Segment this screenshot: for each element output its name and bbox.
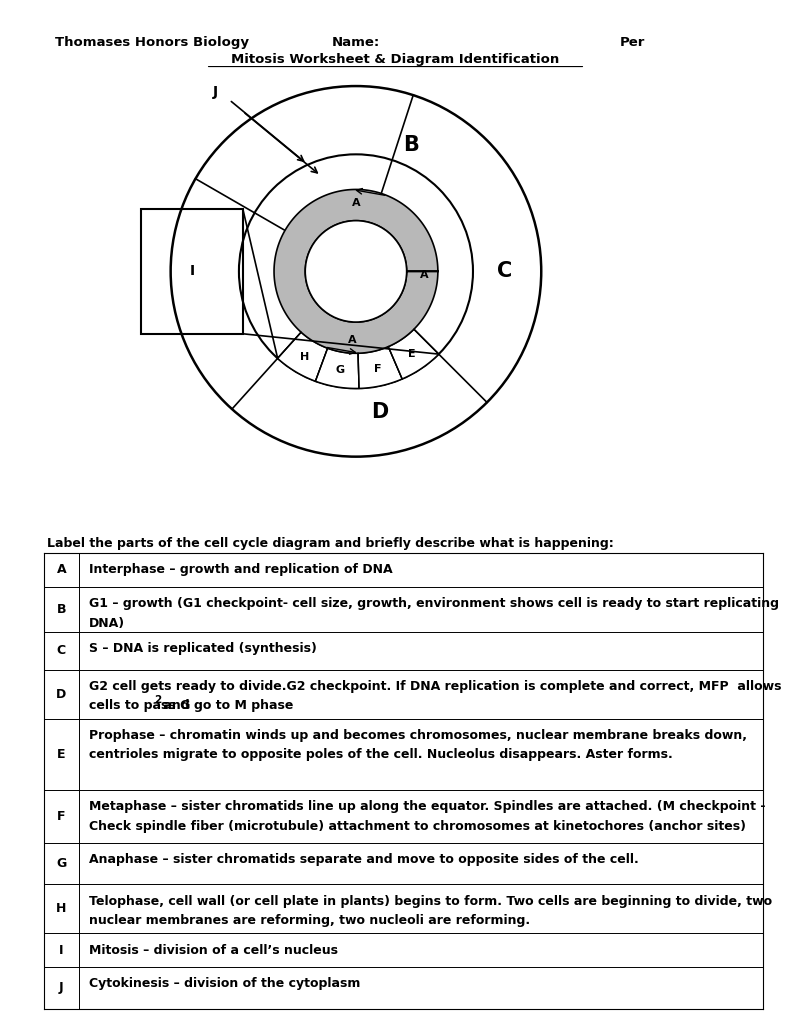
Text: G1 – growth (G1 checkpoint- cell size, growth, environment shows cell is ready t: G1 – growth (G1 checkpoint- cell size, g…: [89, 597, 778, 610]
Text: F: F: [373, 364, 381, 374]
Text: Check spindle fiber (microtubule) attachment to chromosomes at kinetochores (anc: Check spindle fiber (microtubule) attach…: [89, 820, 746, 833]
Text: D: D: [371, 401, 388, 422]
Text: A: A: [352, 198, 360, 208]
Text: Metaphase – sister chromatids line up along the equator. Spindles are attached. : Metaphase – sister chromatids line up al…: [89, 801, 765, 813]
Text: Prophase – chromatin winds up and becomes chromosomes, nuclear membrane breaks d: Prophase – chromatin winds up and become…: [89, 729, 747, 742]
Text: H: H: [56, 902, 66, 915]
Text: Interphase – growth and replication of DNA: Interphase – growth and replication of D…: [89, 563, 392, 577]
Text: A: A: [348, 335, 357, 345]
Text: G2 cell gets ready to divide.G2 checkpoint. If DNA replication is complete and c: G2 cell gets ready to divide.G2 checkpoi…: [89, 680, 781, 693]
Text: S – DNA is replicated (synthesis): S – DNA is replicated (synthesis): [89, 642, 316, 655]
Text: B: B: [56, 603, 66, 616]
Text: I: I: [59, 944, 63, 956]
Text: E: E: [408, 349, 415, 358]
Text: J: J: [59, 981, 63, 994]
Text: Name:: Name:: [332, 36, 380, 49]
Text: D: D: [56, 688, 66, 700]
Text: G: G: [335, 365, 344, 375]
Text: F: F: [57, 810, 66, 823]
Polygon shape: [278, 332, 327, 381]
Text: A: A: [420, 270, 429, 281]
Text: G: G: [56, 857, 66, 870]
Text: cells to pass G: cells to pass G: [89, 699, 190, 713]
Polygon shape: [316, 348, 359, 388]
Text: Anaphase – sister chromatids separate and move to opposite sides of the cell.: Anaphase – sister chromatids separate an…: [89, 853, 638, 866]
Circle shape: [305, 220, 407, 323]
Text: Thomases Honors Biology: Thomases Honors Biology: [55, 36, 249, 49]
Text: Telophase, cell wall (or cell plate in plants) begins to form. Two cells are beg: Telophase, cell wall (or cell plate in p…: [89, 895, 772, 907]
Polygon shape: [274, 189, 438, 353]
Text: Mitosis Worksheet & Diagram Identification: Mitosis Worksheet & Diagram Identificati…: [232, 53, 559, 67]
Text: H: H: [300, 351, 309, 361]
Text: Cytokinesis – division of the cytoplasm: Cytokinesis – division of the cytoplasm: [89, 978, 360, 990]
Text: centrioles migrate to opposite poles of the cell. Nucleolus disappears. Aster fo: centrioles migrate to opposite poles of …: [89, 749, 672, 762]
Text: and go to M phase: and go to M phase: [159, 699, 293, 713]
Text: DNA): DNA): [89, 616, 125, 630]
Text: C: C: [57, 644, 66, 657]
Text: A: A: [56, 563, 66, 577]
Text: nuclear membranes are reforming, two nucleoli are reforming.: nuclear membranes are reforming, two nuc…: [89, 914, 530, 927]
Text: B: B: [403, 134, 418, 155]
Text: I: I: [190, 264, 195, 279]
Polygon shape: [388, 330, 439, 379]
Text: J: J: [213, 85, 218, 99]
Text: Mitosis – division of a cell’s nucleus: Mitosis – division of a cell’s nucleus: [89, 943, 338, 956]
Polygon shape: [358, 347, 402, 388]
Text: E: E: [57, 748, 66, 761]
Text: C: C: [497, 261, 512, 282]
Text: Per: Per: [620, 36, 645, 49]
Text: Label the parts of the cell cycle diagram and briefly describe what is happening: Label the parts of the cell cycle diagra…: [47, 537, 614, 550]
Text: 2: 2: [154, 695, 161, 706]
